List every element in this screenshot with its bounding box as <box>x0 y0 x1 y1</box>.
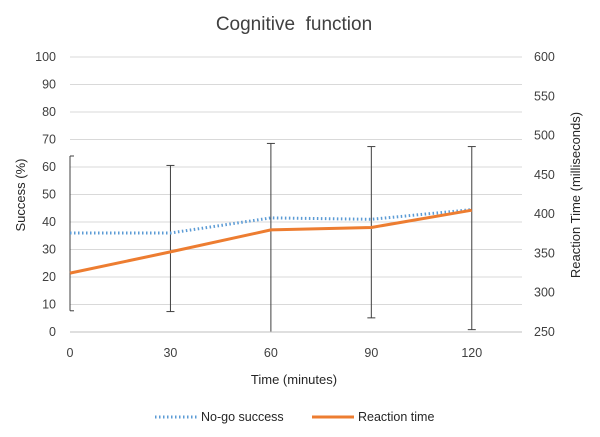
y-right-tick-label: 350 <box>534 246 555 260</box>
x-tick-label: 30 <box>163 346 177 360</box>
x-axis-label: Time (minutes) <box>251 372 337 387</box>
x-tick-label: 60 <box>264 346 278 360</box>
x-tick-label: 90 <box>364 346 378 360</box>
x-tick-label: 120 <box>461 346 482 360</box>
y-right-tick-label: 550 <box>534 89 555 103</box>
y-left-tick-label: 60 <box>42 160 56 174</box>
y-left-tick-label: 50 <box>42 188 56 202</box>
y-axis-left-label: Success (%) <box>13 159 28 232</box>
series-line-no-go-success <box>70 208 472 235</box>
y-right-tick-label: 400 <box>534 207 555 221</box>
y-left-tick-label: 70 <box>42 133 56 147</box>
axes: 0102030405060708090100250300350400450500… <box>35 50 555 360</box>
legend-label: Reaction time <box>358 410 434 424</box>
y-left-tick-label: 100 <box>35 50 56 64</box>
y-axis-right-label: Reaction Time (milliseconds) <box>568 112 583 278</box>
error-bars <box>69 142 476 333</box>
chart-title: Cognitive function <box>216 14 372 35</box>
y-left-tick-label: 20 <box>42 270 56 284</box>
series-lines <box>69 208 473 275</box>
y-right-tick-label: 500 <box>534 129 555 143</box>
y-left-tick-label: 30 <box>42 243 56 257</box>
y-left-tick-label: 40 <box>42 215 56 229</box>
y-right-tick-label: 450 <box>534 168 555 182</box>
y-right-tick-label: 600 <box>534 50 555 64</box>
gridlines <box>70 56 522 305</box>
y-right-tick-label: 250 <box>534 325 555 339</box>
legend-label: No-go success <box>201 410 284 424</box>
x-tick-label: 0 <box>67 346 74 360</box>
y-left-tick-label: 10 <box>42 298 56 312</box>
y-right-tick-label: 300 <box>534 286 555 300</box>
y-left-tick-label: 80 <box>42 105 56 119</box>
legend: No-go success Reaction time <box>155 410 434 424</box>
y-left-tick-label: 90 <box>42 78 56 92</box>
series-line-reaction-time <box>69 208 473 275</box>
y-left-tick-label: 0 <box>49 325 56 339</box>
